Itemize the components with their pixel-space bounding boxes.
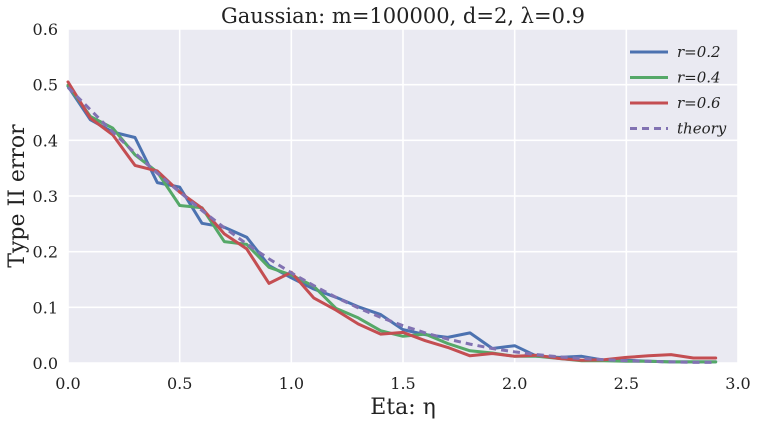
y-tick-label: 0.2 bbox=[33, 243, 58, 262]
y-tick-label: 0.6 bbox=[33, 20, 58, 39]
y-tick-label: 0.3 bbox=[33, 187, 58, 206]
y-tick-label: 0.4 bbox=[33, 131, 58, 150]
x-tick-label: 3.0 bbox=[725, 374, 750, 393]
x-tick-label: 1.5 bbox=[390, 374, 415, 393]
grid-lines bbox=[67, 28, 739, 364]
y-axis-label: Type II error bbox=[5, 124, 30, 268]
legend-label: r=0.4 bbox=[677, 69, 721, 87]
y-tick-label: 0.1 bbox=[33, 298, 58, 317]
legend-label: r=0.6 bbox=[677, 94, 721, 112]
y-tick-labels: 0.0 0.1 0.2 0.3 0.4 0.5 0.6 bbox=[33, 20, 58, 373]
series-line-theory bbox=[66, 86, 716, 364]
y-tick-label: 0.0 bbox=[33, 354, 58, 373]
legend-label: theory bbox=[677, 120, 727, 138]
x-tick-label: 2.0 bbox=[502, 374, 527, 393]
x-tick-label: 0.5 bbox=[167, 374, 192, 393]
y-tick-label: 0.5 bbox=[33, 76, 58, 95]
x-tick-label: 1.0 bbox=[279, 374, 304, 393]
chart-title: Gaussian: m=100000, d=2, λ=0.9 bbox=[221, 4, 585, 28]
x-tick-label: 0.0 bbox=[55, 374, 80, 393]
legend-label: r=0.2 bbox=[677, 43, 721, 61]
x-tick-label: 2.5 bbox=[614, 374, 639, 393]
x-axis-label: Eta: η bbox=[370, 395, 436, 420]
series-lines bbox=[66, 80, 718, 364]
legend: r=0.2 r=0.4 r=0.6 theory bbox=[630, 43, 727, 138]
x-tick-labels: 0.0 0.5 1.0 1.5 2.0 2.5 3.0 bbox=[55, 374, 750, 393]
